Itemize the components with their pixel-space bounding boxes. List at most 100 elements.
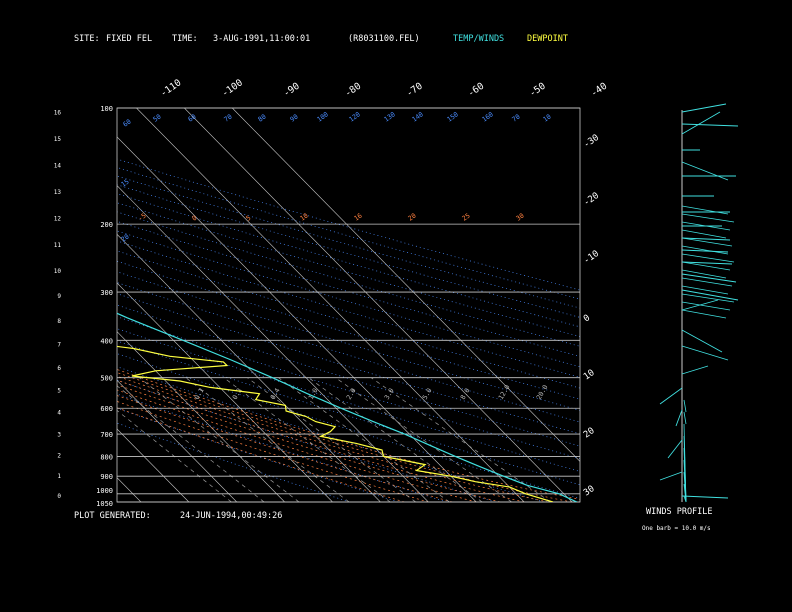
wind-barb [681, 285, 729, 295]
mixing-ratio-label: 20.0 [535, 383, 550, 401]
dry-adiabat-line [117, 220, 580, 357]
mixing-ratio-label: 5.0 [421, 387, 434, 401]
wind-barb [681, 293, 735, 303]
moist-adiabat-label: 16 [353, 212, 364, 223]
dry-adiabat-line [117, 158, 580, 291]
wind-barb [681, 301, 731, 311]
moist-adiabat-label: 20 [407, 212, 418, 223]
dry-adiabat-line [117, 366, 544, 502]
dry-adiabat-line [117, 202, 580, 337]
mixing-ratio-line [370, 377, 551, 502]
mixing-ratio-label: 3.0 [383, 387, 396, 401]
isotherm-line [117, 331, 285, 502]
mixing-ratio-line [308, 377, 483, 502]
time-label: TIME: [172, 34, 198, 44]
pressure-tick-label: 300 [100, 289, 113, 297]
dry-adiabat-line [117, 379, 496, 502]
winds-profile-note: One barb = 10.0 m/s [642, 525, 711, 532]
pressure-tick-label: 900 [100, 473, 113, 481]
wind-barb [675, 409, 683, 427]
isotherm-right-label: -20 [582, 191, 601, 209]
dry-adiabat-line [117, 167, 580, 300]
dry-adiabat-line [117, 271, 580, 411]
height-tick-label: 13 [54, 189, 62, 196]
mixing-ratio-line [335, 377, 512, 502]
wind-barb [681, 495, 729, 499]
wind-barb [681, 345, 729, 361]
wind-barb [681, 273, 737, 283]
dry-adiabat-line [117, 282, 580, 423]
isotherm-line [117, 282, 333, 502]
moist-adiabat-label: 0 [191, 214, 199, 223]
isotherm-top-label: -40 [589, 80, 610, 99]
height-tick-label: 2 [57, 452, 61, 459]
file-name: (R8031100.FEL) [348, 34, 420, 44]
height-tick-label: 11 [54, 242, 62, 249]
moist-adiabat-line [117, 384, 501, 502]
site-value: FIXED FEL [106, 34, 152, 44]
height-tick-label: 9 [57, 293, 61, 300]
pressure-tick-label: 1050 [96, 500, 113, 508]
mixing-ratio-label: 0.4 [269, 387, 282, 401]
isotherm-line [0, 108, 45, 502]
dry-adiabat-label: 70 [223, 113, 234, 124]
pressure-tick-label: 200 [100, 221, 113, 229]
legend-temp-winds: TEMP/WINDS [453, 34, 504, 44]
wind-barb [681, 277, 733, 287]
dewpoint-profile-line [117, 345, 554, 502]
mixing-ratio-line [117, 385, 265, 502]
mixing-ratio-label: 2.0 [345, 387, 358, 401]
moist-adiabat-label: 5 [245, 214, 253, 223]
isotherm-line [117, 428, 190, 502]
wind-barb [681, 269, 727, 279]
dry-adiabat-line [117, 353, 580, 499]
isotherm-top-label: -60 [466, 80, 487, 99]
dry-adiabat-line [117, 328, 580, 472]
dry-adiabat-line [117, 193, 580, 328]
dry-adiabat-line [117, 175, 580, 309]
height-tick-label: 8 [57, 318, 61, 325]
winds-profile-panel [659, 103, 739, 503]
isotherm-top-label: -90 [281, 80, 302, 99]
height-tick-label: 6 [57, 365, 61, 372]
isotherm-line [184, 108, 573, 502]
wind-barb [683, 411, 687, 425]
dry-adiabat-label: 120 [348, 110, 362, 123]
wind-barb [681, 123, 739, 127]
height-tick-label: 12 [54, 215, 62, 222]
wind-barb [681, 221, 731, 231]
height-tick-label: 7 [57, 342, 61, 349]
isotherm-right-label: 30 [582, 484, 597, 498]
wind-barb [681, 261, 733, 265]
dry-adiabat-line [117, 340, 580, 486]
wind-barb [681, 365, 709, 375]
pressure-tick-label: 500 [100, 375, 113, 383]
legend-dewpoint: DEWPOINT [527, 34, 568, 44]
moist-adiabat-line [117, 372, 573, 502]
isotherm-top-label: -100 [220, 77, 245, 99]
dry-adiabat-line [117, 250, 580, 389]
wind-barb [681, 237, 731, 241]
dry-adiabat-line [117, 316, 580, 459]
height-tick-label: 4 [57, 410, 61, 417]
dry-adiabat-label: 130 [383, 110, 397, 123]
isotherm-right-label: -30 [582, 133, 601, 151]
wind-barb [659, 387, 683, 405]
moist-adiabat-label: -5 [137, 212, 148, 223]
isotherm-top-label: -80 [343, 80, 364, 99]
wind-barb [681, 229, 727, 239]
dry-adiabat-line [117, 422, 350, 502]
wind-barb [681, 237, 733, 247]
pressure-tick-label: 100 [100, 105, 113, 113]
moist-adiabat-line [117, 375, 549, 502]
mixing-ratio-label: 0.2 [231, 387, 244, 401]
wind-barb [681, 253, 735, 263]
wind-barb [681, 261, 731, 271]
height-tick-label: 14 [54, 163, 62, 170]
plot-frame [116, 107, 581, 503]
dry-adiabat-label: 15 [120, 178, 131, 189]
plot-generated-label: PLOT GENERATED: [74, 511, 151, 521]
site-label: SITE: [74, 34, 100, 44]
wind-barb [681, 289, 739, 301]
